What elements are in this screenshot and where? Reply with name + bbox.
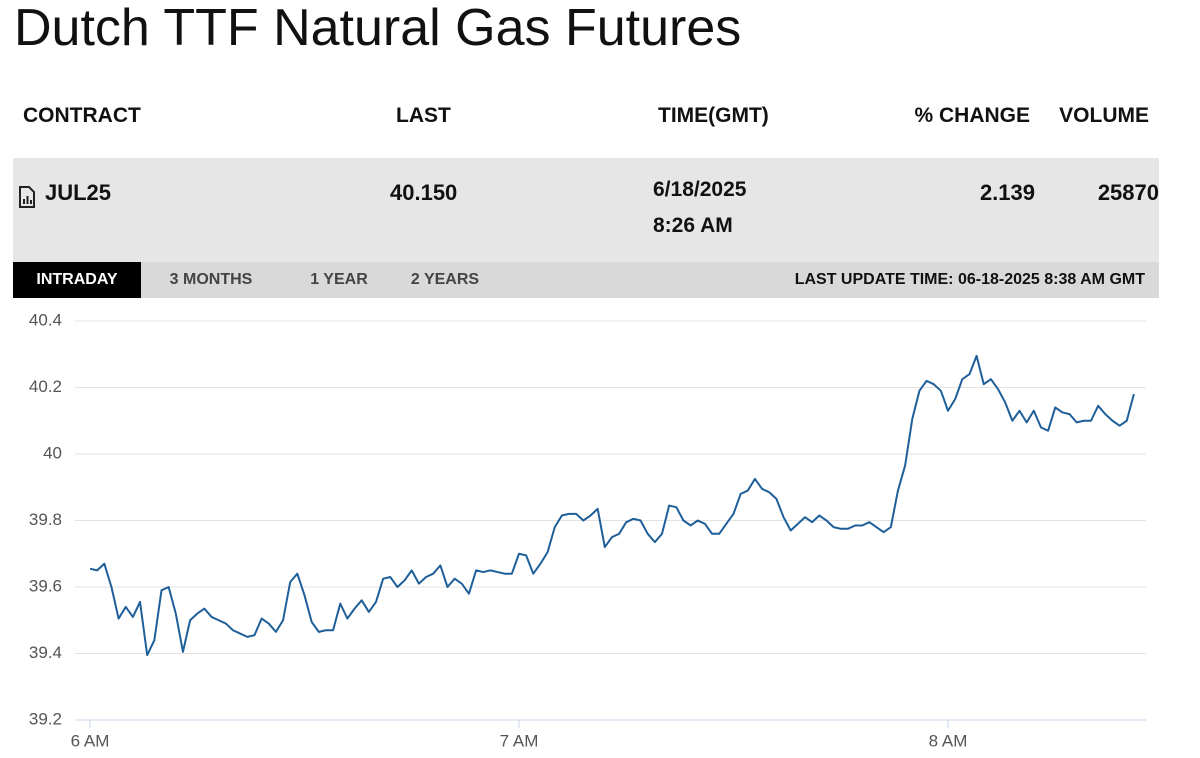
range-tabs: INTRADAY 3 MONTHS 1 YEAR 2 YEARS LAST UP… xyxy=(13,262,1159,298)
volume: 25870 xyxy=(1097,180,1159,205)
column-header: LAST xyxy=(396,104,451,127)
contract-name[interactable]: JUL25 xyxy=(45,180,112,205)
y-tick-label: 40 xyxy=(43,443,62,462)
x-tick-label: 7 AM xyxy=(500,731,539,750)
y-tick-label: 39.4 xyxy=(29,643,62,662)
last-price: 40.150 xyxy=(390,180,458,205)
x-tick-label: 6 AM xyxy=(71,731,110,750)
y-tick-label: 39.6 xyxy=(29,576,62,595)
y-tick-label: 40.2 xyxy=(29,377,62,396)
range-tab[interactable]: 1 YEAR xyxy=(310,271,368,288)
x-tick-label: 8 AM xyxy=(929,731,968,750)
range-tab[interactable]: 2 YEARS xyxy=(410,271,480,288)
price-line xyxy=(89,354,1135,657)
y-tick-label: 39.8 xyxy=(29,510,62,529)
column-header: % CHANGE xyxy=(914,104,1030,127)
price-chart: 39.2 39.4 39.6 39.8 40 40.2 40.4 6 AM 7 AM 8 AM xyxy=(29,310,1146,750)
document-icon xyxy=(19,186,35,208)
column-header: VOLUME xyxy=(1059,104,1149,127)
trade-time: 8:26 AM xyxy=(653,214,733,237)
percent-change: 2.139 xyxy=(979,180,1035,205)
last-update: LAST UPDATE TIME: 06-18-2025 8:38 AM GMT xyxy=(794,271,1145,288)
trade-date: 6/18/2025 xyxy=(653,178,747,201)
y-tick-label: 40.4 xyxy=(29,310,62,329)
column-header: CONTRACT xyxy=(23,104,141,127)
contract-row[interactable]: JUL25 40.150 6/18/2025 8:26 AM 2.139 258… xyxy=(13,158,1159,262)
range-tab[interactable]: INTRADAY xyxy=(13,262,141,298)
column-header: TIME(GMT) xyxy=(658,104,769,127)
y-tick-label: 39.2 xyxy=(29,709,62,728)
range-tab[interactable]: 3 MONTHS xyxy=(169,271,253,288)
page-title: Dutch TTF Natural Gas Futures xyxy=(14,0,742,57)
